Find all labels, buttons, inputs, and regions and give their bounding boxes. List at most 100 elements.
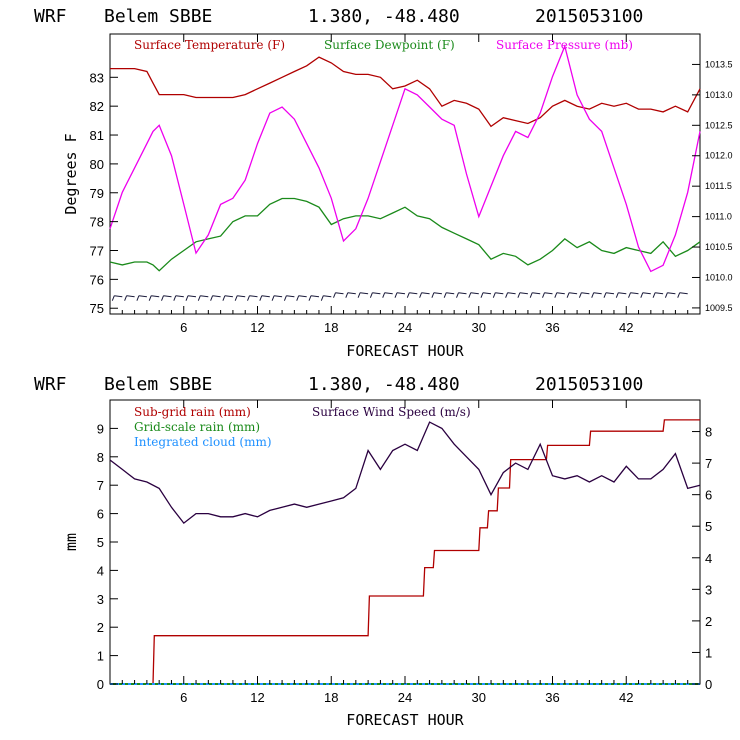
precip-y2tick-label: 4 [705,551,712,566]
precip-y2tick-label: 8 [705,425,712,440]
top-header-coords: 1.380, -48.480 [308,6,460,27]
wind-barb [259,295,270,301]
precip-chart-ylabel: mm [62,533,80,551]
wind-barb [296,295,307,301]
wind-barb [247,295,258,301]
surface-ytick-label: 81 [90,128,104,143]
wind-barb [271,295,283,301]
precip-ytick-label: 0 [97,677,104,692]
wind-barb [222,295,233,301]
wind-barb [320,295,332,301]
wind-barb [468,292,479,298]
bottom-header-coords: 1.380, -48.480 [308,374,460,395]
wind-barb [345,292,356,298]
wind-barb [578,292,590,298]
precip-ytick-label: 3 [97,592,104,607]
surface-y2tick-label: 1010.0 [705,272,733,282]
legend-temperature: Surface Temperature (F) [134,38,285,52]
surface-y2tick-label: 1012.5 [705,120,733,130]
bottom-header-model: WRF [34,374,67,395]
surface-chart-legend: Surface Temperature (F) Surface Dewpoint… [134,38,633,52]
surface-chart-xlabel: FORECAST HOUR [346,342,464,360]
bottom-header-station: Belem SBBE [104,374,212,395]
wind-barb [443,292,455,298]
surface-y2tick-label: 1013.0 [705,90,733,100]
wind-barb [406,292,418,298]
surface-xtick-label: 30 [472,320,486,335]
precip-chart-series [109,419,701,685]
surface-series-2-line [109,44,701,273]
surface-chart-ylabel: Degrees F [62,133,80,214]
wind-barb [591,292,602,298]
precip-y2tick-label: 1 [705,645,712,660]
surface-ytick-label: 80 [90,157,104,172]
wind-barb [197,295,209,301]
surface-chart-series [109,44,701,273]
precip-xtick-label: 12 [250,690,264,705]
precip-y2tick-label: 3 [705,582,712,597]
precip-xtick-label: 42 [619,690,633,705]
wind-barb [640,292,651,298]
precip-ytick-label: 7 [97,478,104,493]
top-header-station: Belem SBBE [104,6,212,27]
wind-barb [419,292,430,298]
surface-xtick-label: 24 [398,320,412,335]
precip-y2tick-label: 0 [705,677,712,692]
top-header: WRF Belem SBBE 1.380, -48.480 2015053100 [34,6,643,27]
wind-barb [173,295,184,301]
wind-barb [308,295,320,301]
precip-ytick-label: 1 [97,649,104,664]
wind-barb [517,292,528,298]
legend-pressure: Surface Pressure (mb) [496,38,633,52]
top-header-model: WRF [34,6,67,27]
precip-series-3-line [109,421,701,525]
wind-barb [210,295,221,301]
surface-chart: 6 12 18 24 30 36 42 75 76 77 78 79 80 81 82 83 1009.5 101… [62,33,733,360]
wind-barb [542,292,553,298]
surface-series-1-line [109,197,701,272]
precip-xtick-label: 30 [472,690,486,705]
wind-barb [652,292,664,298]
surface-ytick-label: 83 [90,70,104,85]
wind-barb [161,295,172,301]
wind-barb [431,292,442,298]
legend-integrated-cloud: Integrated cloud (mm) [134,435,272,449]
precip-ytick-label: 4 [97,563,104,578]
precip-xtick-label: 6 [180,690,187,705]
surface-series-0-line [110,56,701,128]
wind-barb [492,292,504,298]
wind-barb [124,295,135,301]
precip-y2tick-label: 7 [705,456,712,471]
surface-xtick-label: 42 [619,320,633,335]
wind-barb [456,292,467,298]
surface-chart-ticks: 6 12 18 24 30 36 42 75 76 77 78 79 80 81 82 83 1009.5 101… [90,34,733,335]
wind-barb [664,292,676,298]
precip-ytick-label: 2 [97,620,104,635]
bottom-header-init: 2015053100 [535,374,643,395]
wind-barb [185,295,197,301]
wind-barb [566,292,578,298]
wind-barb [234,295,246,301]
legend-wind-speed: Surface Wind Speed (m/s) [312,405,471,419]
precip-xtick-label: 18 [324,690,338,705]
legend-dewpoint: Surface Dewpoint (F) [324,38,455,52]
bottom-header: WRF Belem SBBE 1.380, -48.480 2015053100 [34,374,643,395]
surface-ytick-label: 79 [90,186,104,201]
precip-series-0-line [110,419,700,685]
precip-ytick-label: 9 [97,421,104,436]
precip-y2tick-label: 2 [705,614,712,629]
precip-ytick-label: 6 [97,507,104,522]
surface-xtick-label: 18 [324,320,338,335]
surface-y2tick-label: 1011.0 [705,212,732,222]
wind-barb [628,292,639,298]
wind-barb [333,292,344,298]
surface-xtick-label: 6 [180,320,187,335]
surface-y2tick-label: 1011.5 [705,181,732,191]
precip-xtick-label: 36 [545,690,559,705]
precip-chart-legend: Sub-grid rain (mm) Surface Wind Speed (m… [134,405,471,449]
precip-chart-xlabel: FORECAST HOUR [346,711,464,729]
wind-barbs [111,292,688,301]
wind-barb [554,292,565,298]
